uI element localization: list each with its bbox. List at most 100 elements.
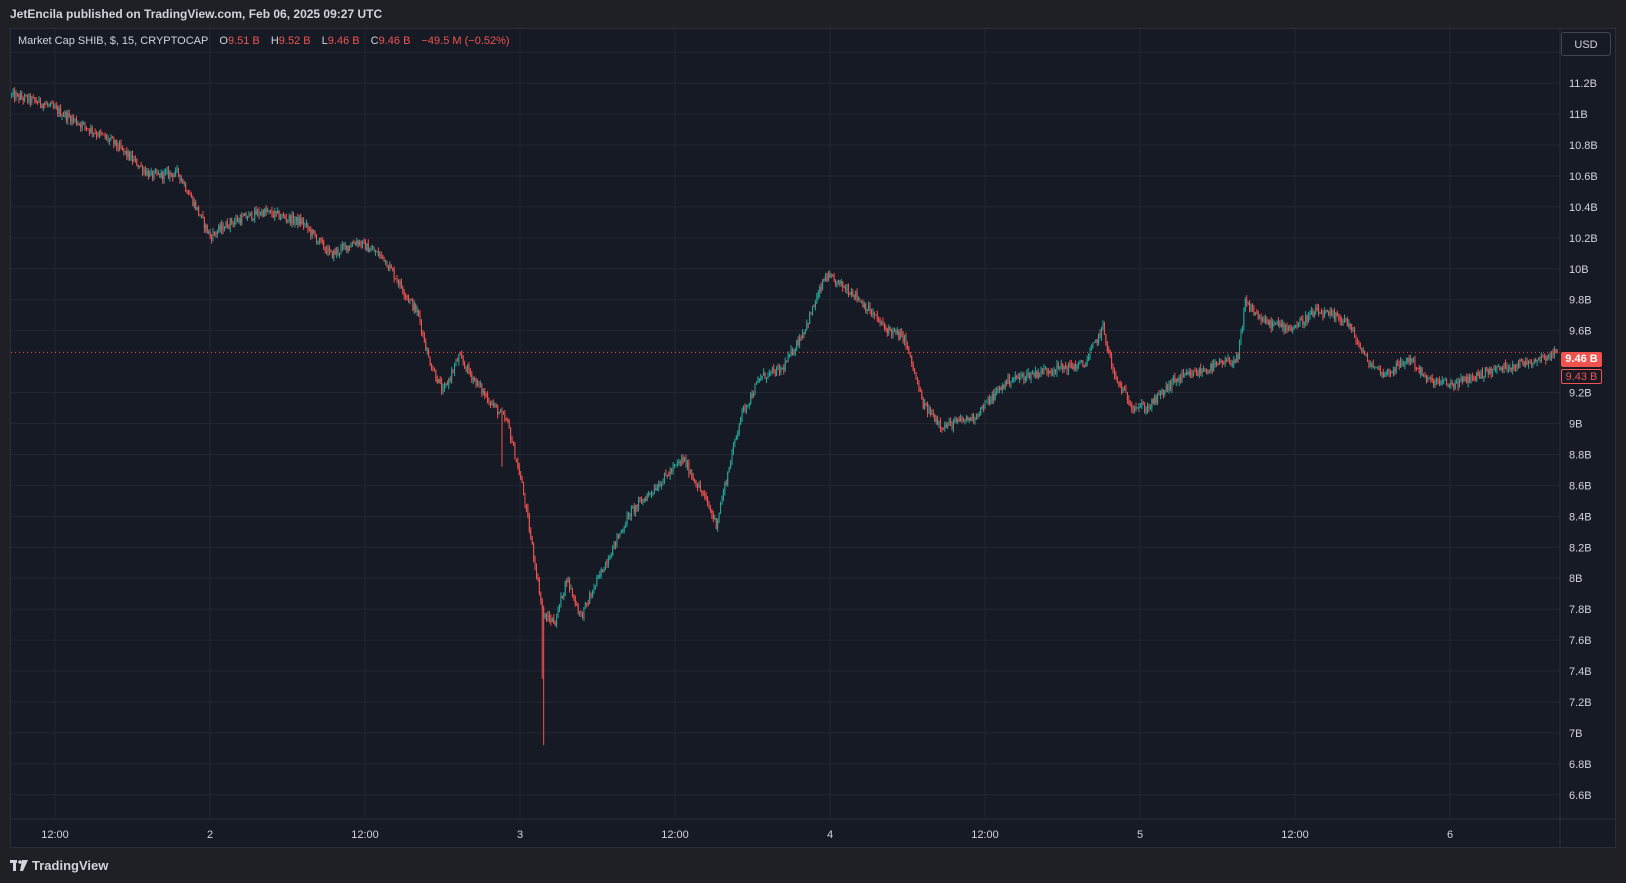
- candle-body: [1239, 342, 1241, 360]
- candle-body: [709, 507, 711, 511]
- candle-body: [1310, 310, 1312, 315]
- candle-body: [100, 131, 102, 134]
- price-axis[interactable]: 11.4B11.2B11B10.8B10.6B10.4B10.2B10B9.8B…: [1569, 47, 1598, 802]
- candle-body: [1204, 369, 1206, 372]
- candle-body: [1551, 352, 1553, 358]
- candle-body: [558, 605, 560, 608]
- candle-body: [960, 418, 962, 422]
- candle-body: [840, 281, 842, 284]
- candle-body: [852, 291, 854, 296]
- candle-body: [439, 379, 441, 383]
- candle-body: [1329, 311, 1331, 316]
- candle-body: [410, 299, 412, 301]
- tradingview-logo[interactable]: TradingView: [10, 858, 108, 873]
- candle-body: [196, 207, 198, 210]
- candle-body: [25, 95, 27, 97]
- candle-body: [1293, 326, 1295, 329]
- candle-body: [622, 530, 624, 532]
- candle-body: [1118, 381, 1120, 384]
- candle-body: [977, 414, 979, 416]
- candle-body: [669, 470, 671, 477]
- candle-body: [508, 420, 510, 429]
- candle-body: [150, 171, 152, 173]
- candle-body: [1098, 333, 1100, 343]
- candle-body: [117, 146, 119, 149]
- candle-body: [282, 214, 284, 216]
- candle-body: [1086, 359, 1088, 367]
- candle-body: [1010, 382, 1012, 385]
- candle-body: [1303, 321, 1305, 325]
- candle-body: [1106, 341, 1108, 350]
- candle-body: [530, 531, 532, 538]
- chart-pane[interactable]: [10, 28, 1616, 848]
- candle-body: [372, 249, 374, 251]
- candle-body: [1168, 381, 1170, 390]
- candle-body: [803, 332, 805, 334]
- candle-body: [81, 122, 83, 128]
- change-value: −49.5 M (−0.52%): [421, 35, 510, 47]
- candle-body: [419, 313, 421, 322]
- candle-body: [663, 473, 665, 481]
- price-tick-label: 6.6B: [1569, 790, 1592, 802]
- candle-body: [1470, 374, 1472, 384]
- candle-body: [416, 310, 418, 313]
- candle-body: [556, 617, 558, 626]
- candle-body: [799, 338, 801, 345]
- price-tick-label: 7B: [1569, 728, 1582, 740]
- price-tick-label: 10.2B: [1569, 233, 1598, 245]
- candle-body: [701, 490, 703, 494]
- candle-body: [704, 494, 706, 496]
- candle-body: [866, 310, 868, 312]
- candle-body: [807, 322, 809, 324]
- candle-body: [846, 288, 848, 291]
- candle-body: [284, 215, 286, 219]
- candle-body: [1539, 357, 1541, 361]
- publish-header: JetEncila published on TradingView.com, …: [0, 0, 1626, 28]
- candle-body: [1029, 372, 1031, 379]
- candle-body: [297, 216, 299, 225]
- candle-body: [1316, 307, 1318, 309]
- candle-body: [1059, 366, 1061, 369]
- candle-body: [65, 112, 67, 121]
- candle-body: [1457, 381, 1459, 388]
- candle-body: [192, 196, 194, 206]
- candle-body: [182, 179, 184, 184]
- candle-body: [12, 91, 14, 95]
- candle-body: [727, 471, 729, 485]
- candle-body: [1451, 382, 1453, 384]
- candle-body: [722, 491, 724, 500]
- candle-body: [505, 419, 507, 421]
- time-axis[interactable]: 12:00 2 12:00 3 12:00 4 12:00 5 12:00 6: [41, 829, 1453, 841]
- candle-body: [347, 245, 349, 251]
- candle-body: [185, 183, 187, 191]
- candle-body: [717, 519, 719, 529]
- candle-body: [895, 329, 897, 333]
- candle-body: [205, 224, 207, 229]
- candle-body: [146, 170, 148, 175]
- candle-body: [1289, 326, 1291, 329]
- candle-body: [317, 241, 319, 243]
- candle-body: [1320, 312, 1322, 315]
- candle-body: [1438, 379, 1440, 384]
- candle-body: [514, 444, 516, 460]
- candle-body: [646, 494, 648, 501]
- candle-body: [1138, 406, 1140, 408]
- candle-body: [382, 254, 384, 257]
- candle-body: [593, 585, 595, 594]
- candle-body: [810, 313, 812, 315]
- candle-body: [773, 368, 775, 371]
- candle-body: [1548, 356, 1550, 358]
- price-tick-label: 9.8B: [1569, 295, 1592, 307]
- candle-body: [1082, 361, 1084, 365]
- candle-body: [783, 367, 785, 371]
- candle-body: [387, 267, 389, 269]
- candle-body: [1228, 358, 1230, 363]
- currency-button[interactable]: USD: [1561, 32, 1611, 56]
- candle-body: [515, 459, 517, 462]
- candle-body: [875, 314, 877, 316]
- candle-body: [878, 319, 880, 322]
- candle-body: [612, 546, 614, 556]
- candle-body: [1172, 377, 1174, 381]
- candle-body: [1312, 310, 1314, 317]
